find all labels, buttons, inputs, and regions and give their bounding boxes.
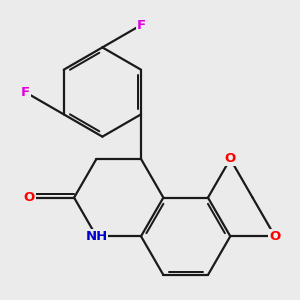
Text: F: F (20, 85, 30, 98)
Text: O: O (24, 191, 35, 204)
Text: O: O (269, 230, 281, 243)
Text: NH: NH (85, 230, 107, 243)
Text: F: F (136, 19, 146, 32)
Text: O: O (225, 152, 236, 166)
